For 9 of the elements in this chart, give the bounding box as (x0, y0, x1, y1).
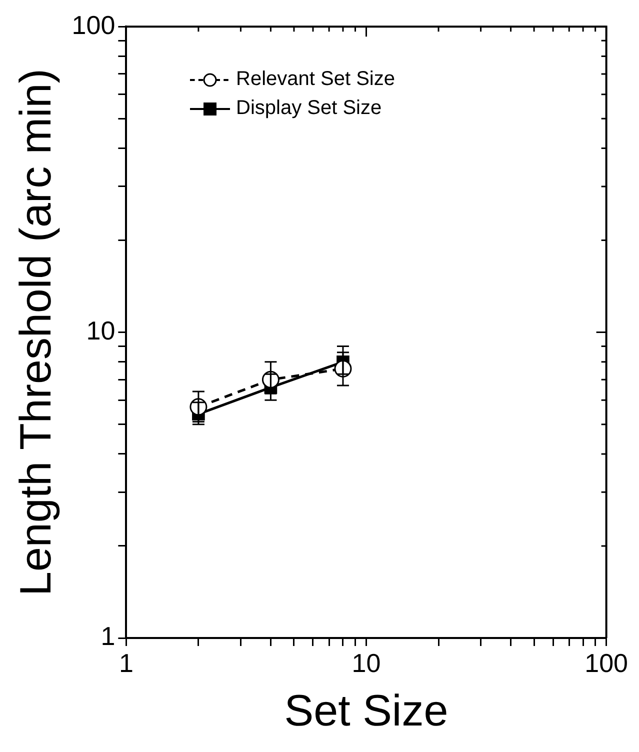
x-tick-label: 100 (584, 648, 628, 678)
x-tick-label: 10 (352, 648, 381, 678)
y-axis-title: Length Threshold (arc min) (12, 68, 61, 596)
legend-label: Relevant Set Size (236, 68, 395, 91)
y-tick-label: 100 (72, 10, 116, 40)
x-axis-title: Set Size (284, 686, 448, 736)
y-tick-label: 1 (100, 621, 116, 652)
legend-label: Display Set Size (236, 97, 382, 120)
y-tick-label: 10 (86, 315, 116, 346)
